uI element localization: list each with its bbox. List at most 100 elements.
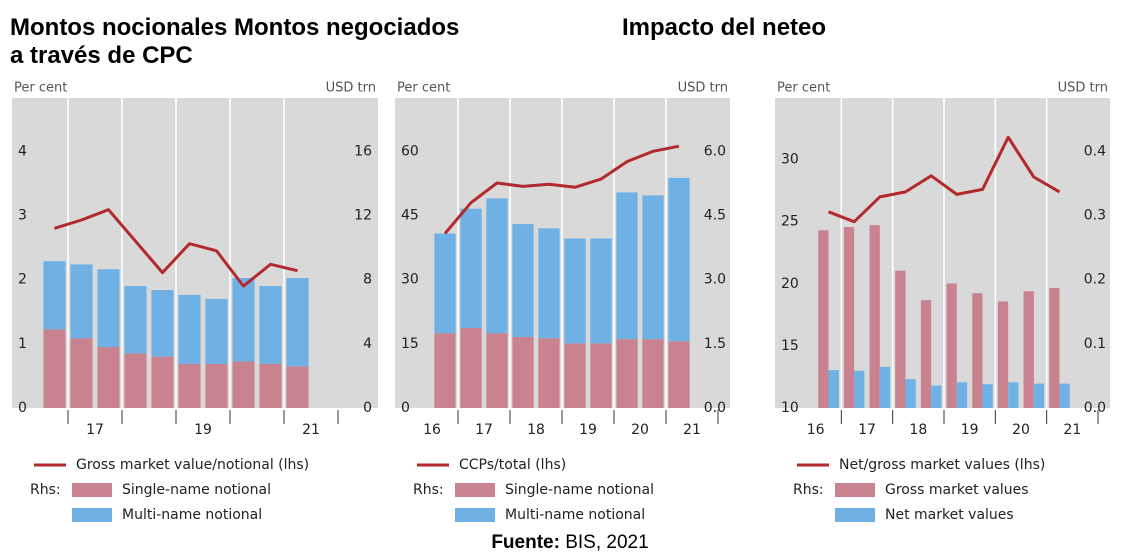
bar (434, 333, 456, 408)
y-axis-label: Per cent (397, 81, 450, 96)
x-tick-label: 20 (1012, 422, 1030, 438)
y2-tick-label: 16 (354, 143, 372, 159)
x-tick-label: 19 (961, 422, 979, 438)
legend-label: Gross market value/notional (lhs) (76, 457, 309, 473)
bar (70, 338, 93, 408)
bar (616, 339, 638, 408)
line (54, 208, 298, 288)
bar (564, 343, 586, 408)
bar (178, 294, 201, 364)
bar (232, 361, 255, 408)
bar (286, 278, 309, 367)
y-tick-label: 15 (781, 338, 799, 354)
legend-prefix: Rhs: (413, 482, 444, 498)
y2-tick-label: 0.0 (704, 400, 726, 416)
bar (1049, 288, 1060, 408)
source-label: Fuente: (491, 532, 560, 553)
bar (538, 228, 560, 339)
x-tick-label: 17 (475, 422, 493, 438)
bar (854, 370, 865, 408)
bar (931, 385, 942, 408)
y-tick-label: 30 (401, 272, 419, 288)
y-tick-label: 45 (401, 208, 419, 224)
bar (956, 382, 968, 408)
y2-tick-label: 4.5 (704, 208, 726, 224)
x-tick-label: 21 (1063, 422, 1081, 438)
bar (151, 290, 174, 357)
bar (434, 233, 456, 334)
bar (590, 343, 612, 408)
y2-tick-label: 0.3 (1084, 208, 1106, 224)
bar (43, 329, 66, 408)
bar (895, 270, 906, 408)
source: Fuente: BIS, 2021 (0, 532, 1140, 554)
legend-swatch (72, 508, 112, 522)
bar (259, 363, 282, 408)
bar (205, 363, 228, 408)
y2-tick-label: 0 (363, 400, 372, 416)
x-tick-label: 17 (86, 422, 104, 438)
legend-swatch (72, 483, 112, 497)
bar (124, 286, 147, 354)
bar (590, 238, 612, 344)
bar (982, 384, 993, 408)
x-tick-label: 21 (302, 422, 320, 438)
line (827, 135, 1061, 224)
bar (460, 328, 482, 408)
bar (843, 227, 855, 408)
x-tick-label: 16 (423, 422, 441, 438)
bar (124, 353, 147, 408)
y-tick-label: 4 (18, 143, 27, 159)
y2-tick-label: 6.0 (704, 143, 726, 159)
legend-prefix: Rhs: (30, 482, 61, 498)
bar (616, 192, 638, 340)
bar (828, 370, 839, 408)
x-tick-label: 18 (527, 422, 545, 438)
legend-label: Gross market values (885, 482, 1029, 498)
legend-label: Single-name notional (505, 482, 654, 498)
y2-tick-label: 0.0 (1084, 400, 1106, 416)
bar (879, 366, 891, 408)
bar (1008, 382, 1019, 408)
source-text: BIS, 2021 (565, 532, 649, 553)
bar (564, 238, 586, 344)
x-tick-label: 19 (579, 422, 597, 438)
y2-axis-label: USD trn (678, 81, 728, 96)
bar (997, 301, 1009, 408)
y2-axis-label: USD trn (326, 81, 376, 96)
y-tick-label: 0 (18, 400, 27, 416)
y-tick-label: 10 (781, 400, 799, 416)
y2-tick-label: 3.0 (704, 272, 726, 288)
y2-tick-label: 0.4 (1084, 143, 1106, 159)
legend-prefix: Rhs: (793, 482, 824, 498)
bar (205, 298, 228, 364)
bar (232, 278, 255, 362)
x-tick-label: 18 (909, 422, 927, 438)
bar (1033, 383, 1045, 408)
bar (97, 347, 120, 408)
legend-label: Net market values (885, 507, 1014, 523)
bar (97, 269, 120, 348)
bar (70, 264, 93, 339)
heading: Impacto del neteo (622, 14, 827, 41)
y-tick-label: 15 (401, 336, 419, 352)
line (443, 144, 680, 235)
x-tick-label: 19 (194, 422, 212, 438)
bar (486, 198, 508, 334)
bar (920, 300, 932, 408)
y2-tick-label: 0.2 (1084, 272, 1106, 288)
y-tick-label: 0 (401, 400, 410, 416)
bar (512, 224, 534, 337)
bar (486, 333, 508, 408)
x-tick-label: 16 (807, 422, 825, 438)
bar (1059, 383, 1070, 408)
bar (151, 356, 174, 408)
bar (972, 293, 983, 408)
legend-swatch (455, 483, 495, 497)
bar (286, 366, 309, 408)
y2-tick-label: 8 (363, 272, 372, 288)
y2-axis-label: USD trn (1058, 81, 1108, 96)
y-tick-label: 20 (781, 276, 799, 292)
bar (1023, 291, 1034, 408)
